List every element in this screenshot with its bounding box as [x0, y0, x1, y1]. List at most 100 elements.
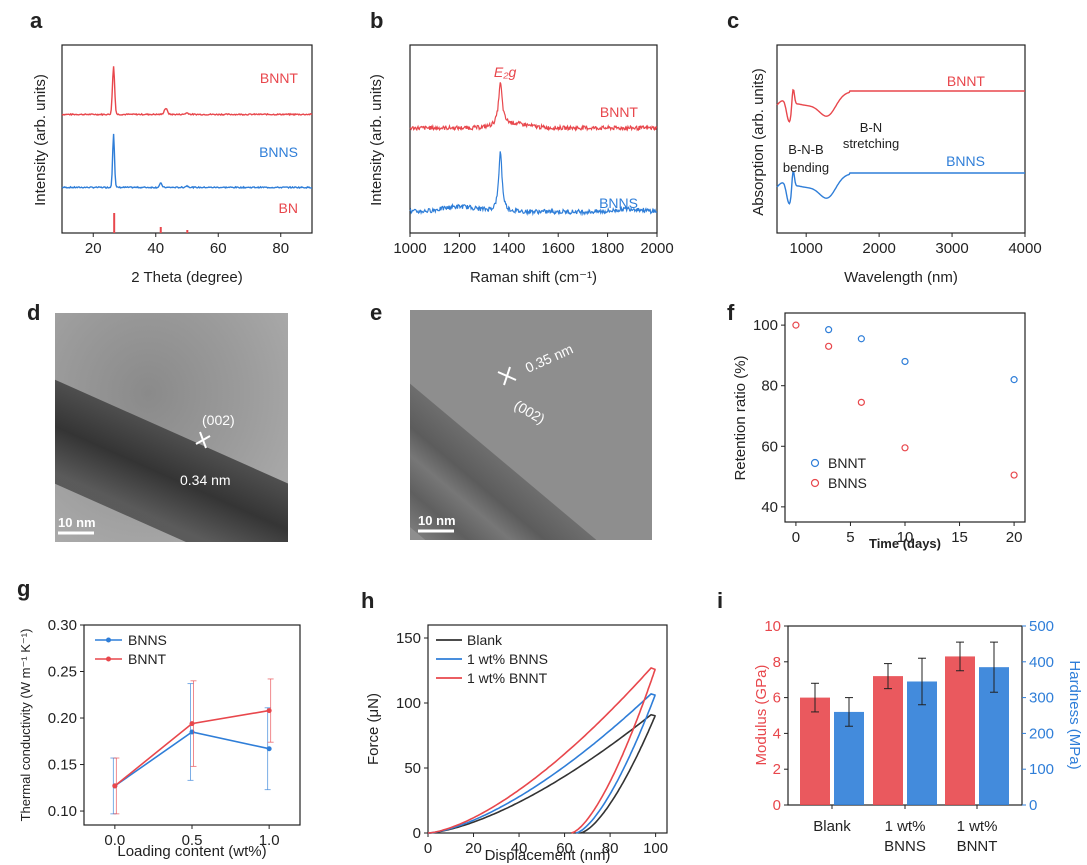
panel-g-ylabel: Thermal conductivity (W m⁻¹ K⁻¹)	[18, 629, 33, 822]
legend-marker-bnnt	[106, 656, 111, 662]
x-tick-label: 20	[465, 840, 482, 857]
series-line-0	[427, 713, 656, 834]
x-tick-label: 4000	[1008, 240, 1041, 257]
y-tick-label: 150	[396, 630, 421, 647]
panel-i-y2label: Hardness (MPa)	[1066, 660, 1083, 769]
x-tick-label: 15	[951, 529, 968, 546]
data-point-bnns	[901, 444, 909, 452]
panel-letter-h: h	[361, 588, 374, 613]
legend-label-bnns: BNNS	[946, 153, 985, 169]
bar-hardness	[834, 711, 864, 805]
y-tick-label: 8	[773, 654, 781, 671]
y-tick-label: 10	[764, 618, 781, 635]
annotation-stretch-line2: stretching	[843, 136, 899, 151]
panel-c-ylabel: Absorption (arb. units)	[750, 68, 767, 216]
category-label: BNNT	[957, 838, 998, 855]
x-tick-label: 40	[511, 840, 528, 857]
x-tick-label: 1000	[789, 240, 822, 257]
e2g-annotation: E₂g	[494, 64, 517, 80]
tem-e-scalebar-label: 10 nm	[418, 513, 456, 528]
data-point-bnns	[1010, 471, 1018, 479]
panel-b-axes	[409, 44, 658, 234]
panel-h-axes	[427, 624, 668, 834]
x-tick-label: 3000	[935, 240, 968, 257]
legend-marker-bnns	[810, 478, 820, 488]
series-line-bnns	[409, 151, 658, 217]
y-tick-label: 0.10	[48, 803, 77, 820]
y-tick-label: 40	[761, 499, 778, 516]
panel-letter-b: b	[370, 8, 383, 33]
x-tick-label: 0.0	[104, 832, 125, 849]
panel-letter-g: g	[17, 576, 30, 601]
bar-modulus	[800, 697, 830, 805]
y-tick-label: 0	[773, 797, 781, 814]
legend-marker-bnnt	[810, 458, 820, 468]
legend-label-0: Blank	[467, 632, 503, 648]
data-point-bnns	[825, 342, 833, 350]
y2-tick-label: 300	[1029, 690, 1054, 707]
y-tick-label: 80	[761, 378, 778, 395]
x-tick-label: 2000	[862, 240, 895, 257]
series-line-2	[427, 666, 656, 834]
tem-d-spacing-label: 0.34 nm	[180, 472, 231, 488]
annotation-bend-line1: B-N-B	[788, 142, 823, 157]
legend-label-bnnt: BNNT	[600, 104, 639, 120]
x-tick-label: 20	[1006, 529, 1023, 546]
panel-a-xlabel: 2 Theta (degree)	[131, 269, 242, 286]
lattice-marker	[199, 431, 207, 449]
panel-letter-i: i	[717, 588, 723, 613]
series-line-bnns	[114, 731, 270, 787]
y-tick-label: 0.20	[48, 710, 77, 727]
data-point-bnns	[857, 398, 865, 406]
panel-g-xlabel: Loading content (wt%)	[117, 843, 266, 860]
data-point-bnns	[266, 746, 272, 752]
series-line-bnnt	[409, 82, 658, 132]
data-point-bnnt	[189, 721, 195, 727]
y-tick-label: 6	[773, 690, 781, 707]
x-tick-label: 80	[272, 240, 289, 257]
legend-label-bnnt: BNNT	[260, 70, 299, 86]
y-tick-label: 0.30	[48, 617, 77, 634]
x-tick-label: 1200	[443, 240, 476, 257]
annotation-bend-line2: bending	[783, 160, 829, 175]
panel-letter-d: d	[27, 300, 40, 325]
legend-label-bnnt: BNNT	[947, 73, 986, 89]
x-tick-label: 80	[602, 840, 619, 857]
x-tick-label: 60	[556, 840, 573, 857]
tem-image-d	[55, 313, 288, 542]
category-label: Blank	[813, 818, 851, 835]
y2-tick-label: 100	[1029, 761, 1054, 778]
panel-i-ylabel: Modulus (GPa)	[753, 665, 770, 766]
y-tick-label: 0.15	[48, 757, 77, 774]
y2-tick-label: 200	[1029, 725, 1054, 742]
x-tick-label: 1800	[591, 240, 624, 257]
y-tick-label: 100	[753, 317, 778, 334]
data-point-bnns	[792, 321, 800, 329]
x-tick-label: 20	[85, 240, 102, 257]
panel-b-ylabel: Intensity (arb. units)	[368, 74, 385, 206]
panel-letter-e: e	[370, 300, 382, 325]
panel-f-axes	[784, 312, 1026, 523]
tem-image-e	[410, 310, 652, 540]
x-tick-label: 1400	[492, 240, 525, 257]
x-tick-label: 10	[897, 529, 914, 546]
y-tick-label: 4	[773, 725, 781, 742]
x-tick-label: 60	[210, 240, 227, 257]
y2-tick-label: 0	[1029, 797, 1037, 814]
x-tick-label: 40	[147, 240, 164, 257]
panel-c-xlabel: Wavelength (nm)	[844, 269, 958, 286]
category-label: 1 wt%	[885, 818, 926, 835]
y-tick-label: 2	[773, 761, 781, 778]
data-point-bnnt	[266, 708, 272, 714]
series-line-1	[427, 692, 656, 834]
x-tick-label: 2000	[640, 240, 673, 257]
legend-label-bnnt: BNNT	[128, 651, 167, 667]
series-line-bnnt	[61, 66, 313, 117]
panel-f-xlabel: Time (days)	[869, 536, 941, 551]
category-label: 1 wt%	[957, 818, 998, 835]
legend-label-bn: BN	[279, 200, 298, 216]
panel-h-ylabel: Force (μN)	[365, 693, 382, 765]
x-tick-label: 5	[846, 529, 854, 546]
panel-c-axes	[776, 44, 1026, 234]
category-label: BNNS	[884, 838, 926, 855]
